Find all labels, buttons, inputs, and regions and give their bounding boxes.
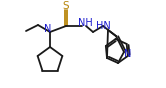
Text: NH: NH: [78, 18, 92, 28]
Text: HN: HN: [96, 21, 110, 31]
Text: S: S: [63, 1, 69, 11]
Text: N: N: [44, 24, 52, 34]
Text: N: N: [124, 49, 132, 59]
